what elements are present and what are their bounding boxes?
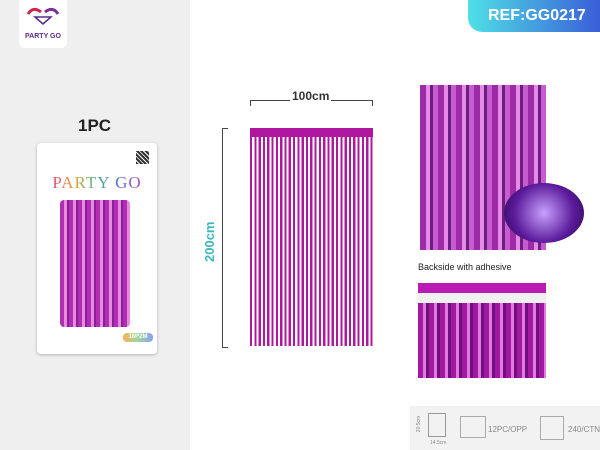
detail-closeup [504,183,584,243]
adhesive-photo [418,283,546,378]
package-height: 20.5cm [416,415,423,433]
adhesive-label: Backside with adhesive [418,262,512,272]
inner-pack: 12PC/OPP [488,425,528,434]
height-label: 200cm [202,221,217,262]
mask-icon [26,7,60,25]
carton-qty: 240/CTN [568,425,600,434]
opp-bag-icon [460,416,486,438]
quantity-label: 1PC [78,116,112,135]
carton-icon [540,416,564,440]
packing-info: 20.5cm 14.5cm 12PC/OPP 240/CTN [410,406,600,450]
width-label: 100cm [290,89,332,103]
package-brand: PARTY GO [52,173,142,192]
brand-logo: PARTY GO [19,0,67,48]
qr-code-icon [136,151,149,164]
height-dimension-line [222,128,228,348]
size-badge: 1M*2M [123,333,153,342]
package-window [60,200,130,327]
package-image: PARTY GO 1M*2M [37,143,157,354]
logo-text: PARTY GO [25,33,61,40]
package-size-icon [428,413,446,437]
ref-code: REF:GG0217 [468,0,600,32]
curtain-diagram [250,128,373,346]
package-width: 14.5cm [430,440,447,446]
